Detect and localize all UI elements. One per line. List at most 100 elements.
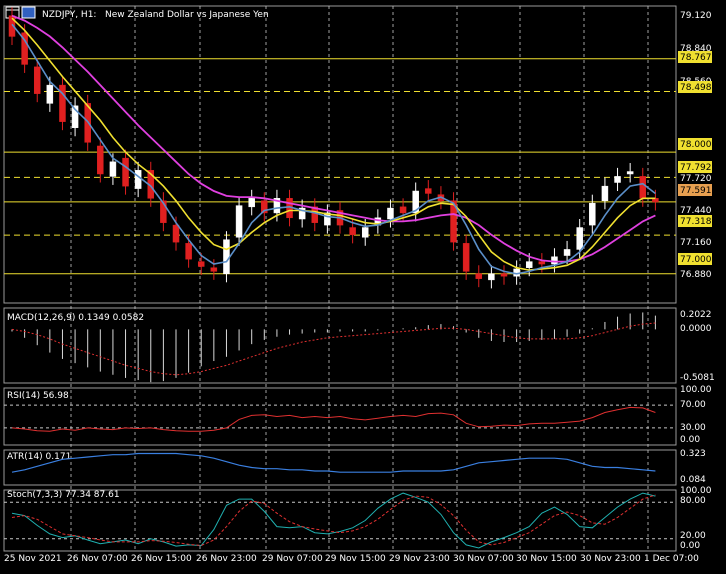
macd-tick: 0.0000 xyxy=(680,324,712,334)
bearish-candle xyxy=(122,157,129,187)
bearish-candle xyxy=(425,188,432,194)
bullish-candle xyxy=(248,198,255,208)
time-tick: 30 Nov 15:00 xyxy=(516,554,577,564)
symbol-description: New Zealand Dollar vs Japanese Yen xyxy=(105,10,269,20)
price-tick: 76.880 xyxy=(680,270,712,280)
time-tick: 1 Dec 07:00 xyxy=(644,554,699,564)
bullish-candle xyxy=(109,161,117,177)
bullish-candle xyxy=(235,205,243,238)
ma-mid-line xyxy=(11,17,656,271)
price-tick: 77.440 xyxy=(680,206,712,216)
stoch-pane-border xyxy=(3,489,677,552)
bearish-candle xyxy=(311,206,319,223)
atr-title: ATR(14) 0.171 xyxy=(7,452,71,462)
bearish-candle xyxy=(500,273,508,277)
level-label: 78.000 xyxy=(680,140,712,150)
bullish-candle xyxy=(589,202,596,226)
bullish-candle xyxy=(412,190,419,214)
bearish-candle xyxy=(462,243,470,272)
bearish-candle xyxy=(59,84,66,122)
stoch-title: Stoch(7,3,3) 77.34 87.61 xyxy=(7,490,120,500)
rsi-tick: 0.00 xyxy=(680,435,700,445)
bullish-candle xyxy=(298,207,306,220)
level-label: 78.498 xyxy=(680,83,712,93)
time-axis[interactable]: 25 Nov 2021 26 Nov 07:00 26 Nov 15:00 26… xyxy=(4,554,699,564)
level-label-box xyxy=(678,215,712,227)
time-tick: 30 Nov 23:00 xyxy=(580,554,641,564)
stoch-tick: 100.00 xyxy=(680,486,712,496)
bearish-candle xyxy=(197,261,205,267)
level-label: 78.767 xyxy=(680,53,712,63)
bullish-candle xyxy=(387,207,394,220)
bearish-candle xyxy=(185,243,192,260)
level-label-box xyxy=(678,138,712,150)
rsi-tick: 100.00 xyxy=(680,385,712,395)
stoch-main-line xyxy=(11,492,656,549)
bullish-candle xyxy=(614,176,621,183)
symbol-timeframe: NZDJPY, H1: xyxy=(42,10,96,20)
ma-slow-line xyxy=(11,14,656,263)
level-label-box xyxy=(678,253,712,265)
macd-signal-line xyxy=(11,322,656,376)
bearish-candle xyxy=(349,227,356,236)
bearish-candle xyxy=(172,224,180,243)
macd-title: MACD(12,26,9) 0.1349 0.0582 xyxy=(7,313,144,323)
bullish-candle xyxy=(324,212,331,226)
bearish-candle xyxy=(97,145,104,175)
bullish-candle xyxy=(71,105,79,128)
atr-line xyxy=(11,452,656,473)
rsi-line xyxy=(11,406,656,432)
stoch-signal-line xyxy=(11,494,656,547)
level-label-box xyxy=(678,51,712,63)
time-tick: 25 Nov 2021 xyxy=(4,554,62,564)
rsi-pane-border xyxy=(3,387,677,446)
time-tick: 30 Nov 07:00 xyxy=(453,554,514,564)
bearish-candle xyxy=(639,176,647,199)
stoch-tick: 0.00 xyxy=(680,541,700,551)
current-price-box xyxy=(678,184,712,196)
bearish-candle xyxy=(21,32,28,65)
bearish-candle xyxy=(261,200,268,214)
macd-pane-border xyxy=(3,307,677,384)
bearish-candle xyxy=(450,200,457,243)
bearish-candle xyxy=(475,273,483,279)
bullish-candle xyxy=(563,249,571,256)
bullish-candle xyxy=(626,171,634,175)
level-labels: 78.767 78.498 78.000 77.792 77.591 77.31… xyxy=(678,51,712,265)
time-tick: 26 Nov 15:00 xyxy=(131,554,192,564)
price-tick: 77.160 xyxy=(680,238,712,248)
level-label: 77.318 xyxy=(680,217,712,227)
bullish-candle xyxy=(601,185,609,202)
rsi-tick: 70.00 xyxy=(680,400,706,410)
macd-tick: -0.5081 xyxy=(680,373,715,383)
bearish-candle xyxy=(33,66,41,94)
time-tick: 29 Nov 15:00 xyxy=(325,554,386,564)
bullish-candle xyxy=(134,170,142,189)
symbol-icon xyxy=(21,6,36,19)
bullish-candle xyxy=(576,227,583,250)
current-price-label: 77.591 xyxy=(680,186,712,196)
indicator-axis: 0.2022 0.0000 -0.5081 100.00 70.00 30.00… xyxy=(680,310,715,551)
stoch-tick: 20.00 xyxy=(680,531,706,541)
ma-fast-line xyxy=(11,23,656,275)
level-label: 77.000 xyxy=(680,255,712,265)
bullish-candle xyxy=(551,256,558,265)
bullish-candle xyxy=(513,268,520,277)
macd-tick: 0.2022 xyxy=(680,310,712,320)
bullish-candle xyxy=(273,198,281,214)
atr-tick: 0.084 xyxy=(680,475,706,485)
bullish-candle xyxy=(525,261,533,268)
bullish-candle xyxy=(46,84,54,104)
atr-tick: 0.323 xyxy=(680,449,706,459)
bearish-candle xyxy=(399,206,407,214)
atr-pane-border xyxy=(3,449,677,486)
bullish-candle xyxy=(361,227,369,238)
level-label-box xyxy=(678,161,712,173)
price-tick: 77.720 xyxy=(680,174,712,184)
bullish-candle xyxy=(223,239,230,275)
rsi-title: RSI(14) 56.98 xyxy=(7,391,69,401)
level-label-box xyxy=(678,81,712,93)
